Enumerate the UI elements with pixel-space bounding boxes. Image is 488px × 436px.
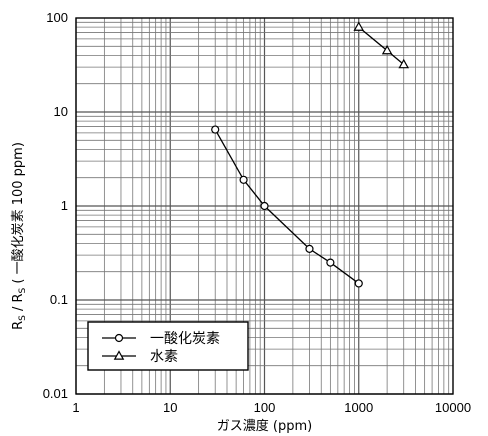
y-axis-label-suffix: ( 一酸化炭素 100 ppm) — [11, 142, 26, 288]
legend-h2-marker — [113, 350, 125, 360]
y-axis-label-sub2: S — [18, 287, 28, 293]
series-1-point — [353, 21, 365, 31]
legend-co-label: 一酸化炭素 — [150, 331, 220, 347]
y-tick-labels: 0.01 0.1 1 10 100 — [43, 10, 68, 401]
series-0-point — [326, 258, 335, 267]
x-tick-labels: 1 10 100 1000 10000 — [72, 400, 471, 415]
y-tick-label: 0.01 — [43, 386, 68, 401]
y-axis-label-middle: / R — [11, 293, 26, 315]
series-0-point — [239, 175, 248, 184]
series-0-point — [305, 244, 314, 253]
y-tick-label: 100 — [46, 10, 68, 25]
x-tick-label: 100 — [254, 400, 276, 415]
series-1-point — [398, 58, 410, 69]
y-tick-label: 10 — [54, 104, 68, 119]
series-layer — [211, 21, 410, 288]
plot-frame — [75, 17, 454, 395]
series-0-point — [260, 201, 269, 211]
legend-co-marker — [114, 333, 124, 343]
y-axis-label: RS / RS ( 一酸化炭素 100 ppm) — [11, 142, 28, 330]
x-tick-label: 10000 — [435, 400, 471, 415]
y-axis-label-r: R — [11, 321, 26, 330]
series-0-point — [211, 125, 220, 134]
legend: 一酸化炭素 水素 — [87, 321, 249, 371]
y-axis-label-sub1: S — [18, 315, 28, 321]
legend-box — [87, 321, 249, 371]
legend-item-co: 一酸化炭素 — [102, 331, 220, 347]
x-tick-label: 1000 — [344, 400, 373, 415]
x-tick-label: 1 — [72, 400, 79, 415]
y-tick-label: 1 — [61, 198, 68, 213]
legend-h2-label: 水素 — [150, 349, 178, 365]
series-1-point — [381, 44, 393, 55]
series-0-point — [354, 279, 363, 288]
y-tick-label: 0.1 — [50, 292, 68, 307]
legend-item-h2: 水素 — [102, 349, 178, 365]
x-axis-label: ガス濃度 (ppm) — [217, 418, 312, 434]
series-0-line — [214, 129, 360, 284]
x-tick-label: 10 — [163, 400, 177, 415]
